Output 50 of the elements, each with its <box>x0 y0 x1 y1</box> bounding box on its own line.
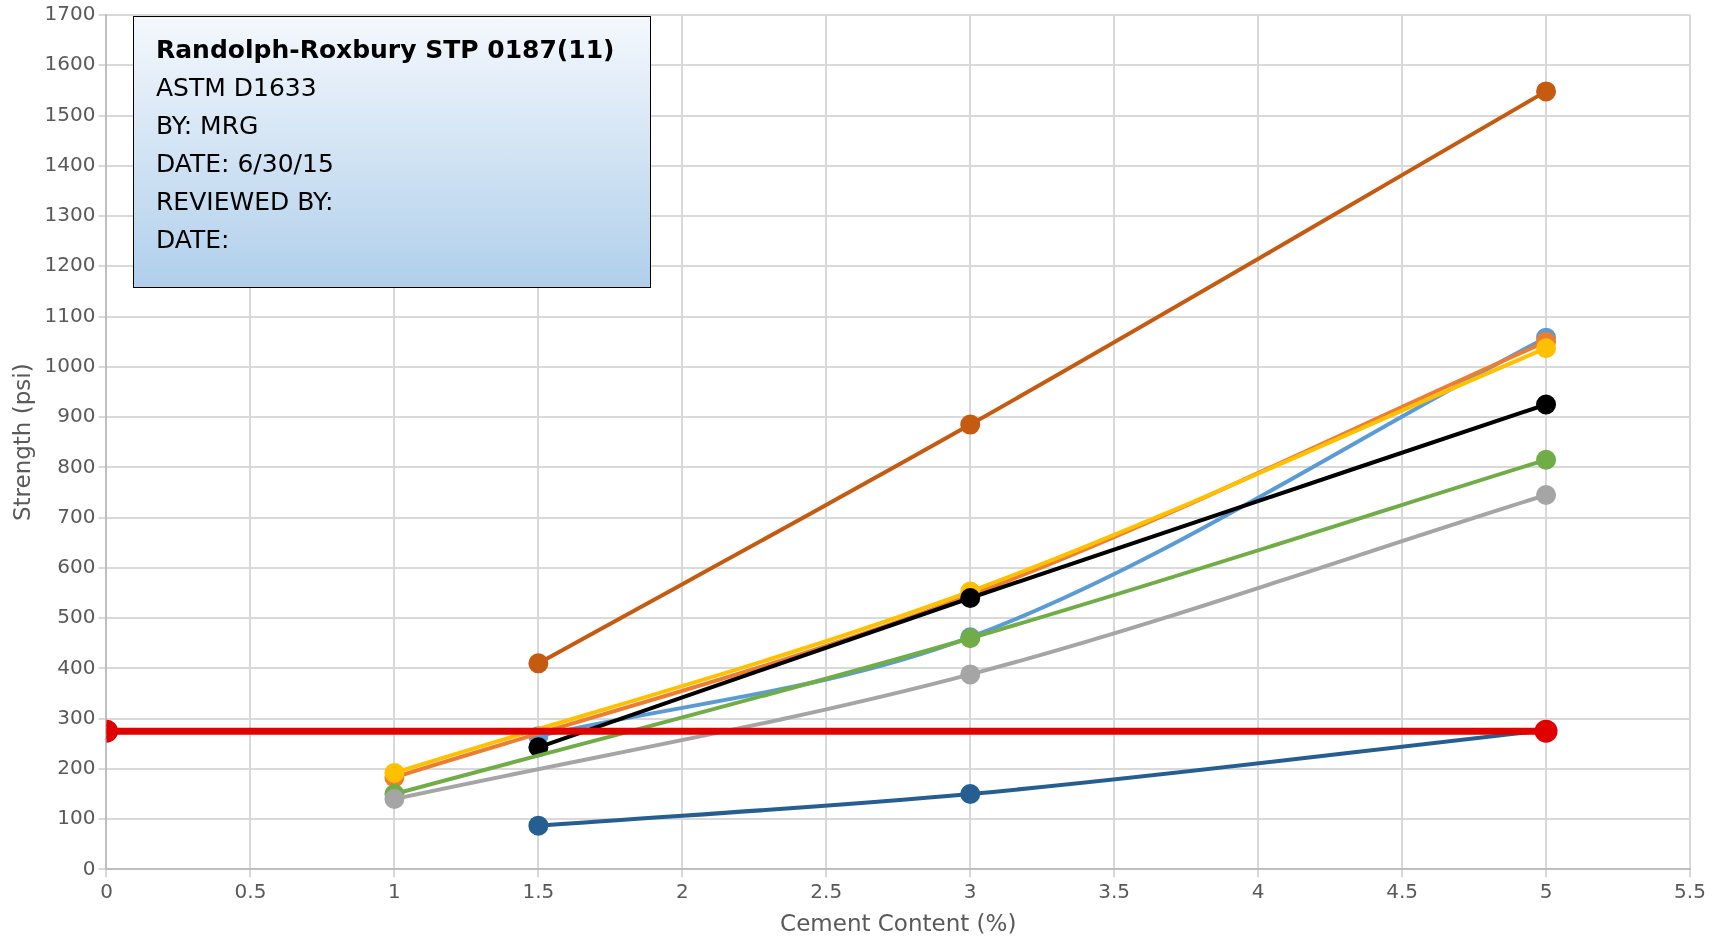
y-tick-label: 700 <box>57 503 96 528</box>
point <box>960 664 981 685</box>
x-tick-label: 0.5 <box>234 878 267 903</box>
y-tick-label: 1600 <box>44 51 96 76</box>
annotation: BY: MRG <box>156 110 260 142</box>
annotation: DATE: <box>156 224 231 256</box>
x-tick-label: 1 <box>388 878 401 903</box>
y-tick-label: 1200 <box>44 252 96 277</box>
y-tick-label: 1100 <box>44 302 96 327</box>
point <box>384 762 405 783</box>
y-tick-label: 1000 <box>44 353 96 378</box>
x-tick-label: 3.5 <box>1098 878 1131 903</box>
x-axis-title: Cement Content (%) <box>780 910 1017 937</box>
y-tick-label: 0 <box>82 855 96 880</box>
point <box>1536 81 1557 102</box>
y-tick-label: 1700 <box>44 1 96 26</box>
x-tick-label: 2.5 <box>810 878 843 903</box>
point <box>528 653 549 674</box>
annotation: DATE: 6/30/15 <box>156 148 335 180</box>
y-tick-label: 400 <box>57 654 96 679</box>
y-tick-label: 800 <box>57 453 96 478</box>
annotation: REVIEWED BY: <box>156 186 335 218</box>
y-tick-label: 600 <box>57 554 96 579</box>
point <box>960 414 981 435</box>
point <box>384 789 405 810</box>
x-tick-label: 1.5 <box>522 878 555 903</box>
x-tick-label: 4 <box>1251 878 1265 903</box>
point <box>1536 449 1557 470</box>
y-tick-label: 900 <box>57 403 96 428</box>
annotation: ASTM D1633 <box>156 72 318 104</box>
point <box>1536 394 1557 415</box>
y-tick-label: 300 <box>57 704 96 729</box>
y-tick-label: 1300 <box>44 202 96 227</box>
y-tick-label: 200 <box>57 755 96 780</box>
x-tick-label: 5.5 <box>1674 878 1706 903</box>
x-tick-label: 5 <box>1539 878 1553 903</box>
annotation: Randolph-Roxbury STP 0187(11) <box>156 34 616 66</box>
x-tick-label: 4.5 <box>1386 878 1418 903</box>
point <box>528 815 549 836</box>
y-axis-title: Strength (psi) <box>8 363 35 522</box>
point <box>1536 338 1557 359</box>
y-tick-label: 1500 <box>44 101 96 126</box>
x-tick-label: 0 <box>100 878 113 903</box>
y-tick-label: 100 <box>57 805 96 830</box>
y-tick-label: 1400 <box>44 151 96 176</box>
y-tick-label: 500 <box>57 604 96 629</box>
point <box>1536 484 1557 505</box>
point <box>960 784 981 805</box>
x-tick-label: 3 <box>963 878 977 903</box>
x-tick-label: 2 <box>675 878 689 903</box>
